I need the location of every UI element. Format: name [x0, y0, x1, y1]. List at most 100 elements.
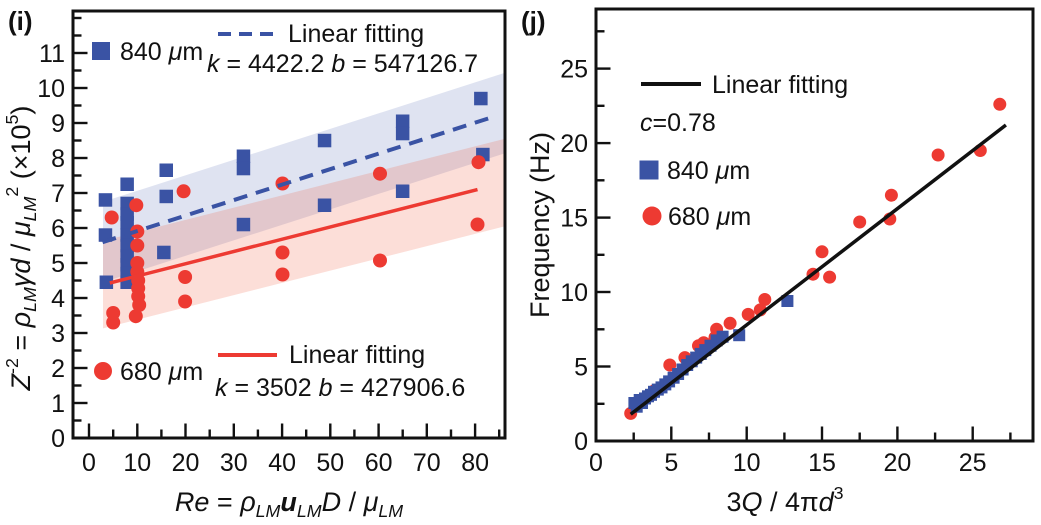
y-tick-label: 0	[51, 425, 65, 453]
legend-item-1: c=0.78	[640, 109, 716, 137]
x-tick-label: 15	[808, 449, 836, 477]
marker-square	[159, 163, 173, 177]
x-tick-label: 0	[589, 449, 603, 477]
fit-line-0	[629, 123, 1007, 416]
ticks	[74, 16, 501, 440]
marker-circle	[104, 210, 119, 225]
legend-item-0: 840 μm	[92, 38, 203, 66]
x-tick-label: 10	[733, 449, 761, 477]
marker-square	[120, 216, 134, 230]
x-tick-label: 20	[883, 449, 911, 477]
legend-label: c=0.78	[640, 109, 716, 137]
y-tick-label: 5	[574, 354, 588, 382]
legend-label: 840 μm	[667, 157, 750, 185]
marker-square	[236, 149, 251, 163]
panel-j: 0 5 10 15 20 25 0 5 10 15 20 25 3Q / 4πd3 Frequency (…	[525, 7, 1035, 517]
x-tick-label: 10	[123, 449, 151, 477]
marker-square	[157, 245, 171, 260]
x-axis-title: Re = ρLMuLMD / μLM	[175, 487, 403, 521]
legend-item-2: 840 μm	[639, 157, 750, 185]
marker-circle	[993, 97, 1007, 111]
x-tick-label: 40	[268, 449, 296, 477]
legend-item-4: Linear fitting	[218, 341, 425, 369]
legend-label: Linear fitting	[289, 341, 425, 369]
marker-circle	[853, 215, 867, 229]
marker-circle	[106, 315, 121, 330]
legend-label: k = 3502 b = 427906.6	[215, 374, 465, 402]
marker-square	[395, 184, 410, 198]
marker-circle	[129, 198, 144, 213]
marker-circle	[178, 270, 193, 284]
marker-square	[99, 275, 114, 289]
marker-square	[236, 161, 251, 176]
legend-item-3: 680 μm	[642, 203, 751, 231]
x-tick-label: 25	[959, 449, 987, 477]
x-tick-label: 20	[172, 449, 200, 477]
series-680-μm	[104, 155, 486, 330]
legend-item-3: 680 μm	[94, 358, 203, 386]
legend-label: k = 4422.2 b = 547126.7	[207, 50, 478, 78]
x-tick-label: 0	[82, 449, 96, 477]
marker-circle	[758, 293, 772, 306]
x-tick-label: 60	[365, 449, 393, 477]
marker-circle	[176, 184, 191, 199]
y-tick-label: 25	[560, 56, 588, 84]
marker-square	[317, 133, 332, 148]
marker-circle	[373, 166, 387, 181]
y-tick-label: 6	[51, 215, 65, 243]
y-tick-label: 9	[51, 110, 65, 138]
legend-square-marker	[639, 160, 659, 180]
legend-label: 680 μm	[668, 203, 751, 231]
y-tick-label: 5	[51, 250, 65, 278]
legend-label: Linear fitting	[712, 71, 848, 99]
marker-circle	[470, 217, 485, 232]
x-tick-label: 70	[413, 449, 441, 477]
panel-i: 0 10 20 30 40 50 60 70 80 0 1 2 3 4 5 6 7 8 9 10 11 Re = ρLMu…	[2, 9, 507, 521]
marker-circle	[741, 307, 755, 321]
marker-square	[159, 189, 173, 204]
marker-square	[120, 238, 134, 253]
marker-square	[317, 198, 332, 212]
legend-circle-marker	[94, 362, 112, 380]
marker-square	[236, 217, 251, 232]
marker-circle	[128, 309, 143, 324]
x-axis-title: 3Q / 4πd3	[726, 483, 843, 517]
panel-label-j: (j)	[521, 6, 546, 36]
plot-frame	[71, 9, 507, 440]
marker-circle	[275, 267, 290, 282]
marker-circle	[884, 188, 898, 202]
x-tick-label: 80	[461, 449, 489, 477]
y-tick-label: 2	[51, 355, 65, 383]
legend-label: 840 μm	[120, 38, 203, 66]
marker-square	[395, 114, 410, 128]
legend-square-marker	[92, 42, 110, 60]
marker-square	[781, 295, 794, 307]
marker-circle	[823, 270, 837, 284]
plot-frame	[594, 7, 1035, 443]
marker-circle	[178, 294, 193, 309]
y-tick-label: 7	[51, 180, 65, 208]
y-axis-title: Z-2 = ρLMγd / μLM2 (×105)	[2, 106, 40, 392]
ticks	[594, 30, 1012, 443]
y-tick-label: 0	[574, 428, 588, 456]
marker-circle	[373, 253, 387, 268]
legend-item-2: k = 4422.2 b = 547126.7	[207, 50, 478, 78]
y-tick-label: 10	[37, 75, 65, 103]
y-axis-title: Frequency (Hz)	[525, 132, 555, 318]
legend-item-1: Linear fitting	[218, 20, 424, 48]
y-tick-label: 10	[560, 279, 588, 307]
y-tick-label: 8	[51, 145, 65, 173]
marker-circle	[275, 245, 290, 260]
x-tick-label: 30	[220, 449, 248, 477]
marker-square	[395, 126, 410, 141]
y-tick-label: 3	[51, 320, 65, 348]
panel-label-i: (i)	[8, 6, 33, 36]
y-tick-label: 20	[560, 130, 588, 158]
marker-circle	[471, 155, 486, 170]
marker-circle	[931, 148, 945, 162]
y-tick-label: 15	[560, 205, 588, 233]
marker-circle	[130, 238, 145, 253]
marker-circle	[815, 245, 829, 259]
legend-item-0: Linear fitting	[641, 71, 848, 99]
